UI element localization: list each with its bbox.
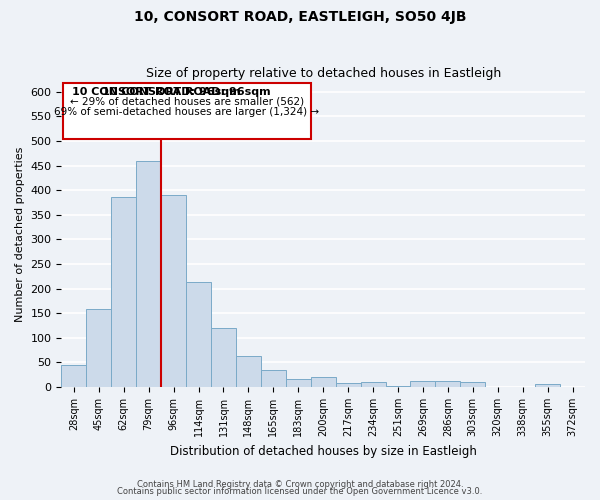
Bar (111, 196, 136, 387)
Y-axis label: Number of detached properties: Number of detached properties (15, 147, 25, 322)
Text: 10 CONSORT ROAD: 96sqm: 10 CONSORT ROAD: 96sqm (72, 86, 241, 97)
Bar (261, 370, 286, 387)
Bar (335, 383, 361, 387)
Bar (186, 282, 211, 387)
Text: Contains HM Land Registry data © Crown copyright and database right 2024.: Contains HM Land Registry data © Crown c… (137, 480, 463, 489)
Text: ← 29% of detached houses are smaller (562): ← 29% of detached houses are smaller (56… (70, 97, 304, 107)
Bar (61, 365, 86, 387)
Bar (410, 381, 436, 387)
Bar (161, 195, 186, 387)
Title: Size of property relative to detached houses in Eastleigh: Size of property relative to detached ho… (146, 66, 501, 80)
Bar (386, 386, 410, 387)
Text: 69% of semi-detached houses are larger (1,324) →: 69% of semi-detached houses are larger (… (54, 106, 319, 117)
Bar (535, 384, 560, 387)
Bar (86, 310, 111, 387)
Bar (136, 161, 161, 387)
Bar (286, 378, 311, 387)
Bar (211, 328, 236, 387)
Bar (311, 377, 335, 387)
Bar (236, 356, 261, 387)
Bar (361, 382, 386, 387)
Text: Contains public sector information licensed under the Open Government Licence v3: Contains public sector information licen… (118, 487, 482, 496)
Text: 10 CONSORT ROAD: 96sqm: 10 CONSORT ROAD: 96sqm (103, 87, 271, 97)
Bar (436, 381, 460, 387)
Bar (460, 382, 485, 387)
Text: 10, CONSORT ROAD, EASTLEIGH, SO50 4JB: 10, CONSORT ROAD, EASTLEIGH, SO50 4JB (134, 10, 466, 24)
FancyBboxPatch shape (62, 83, 311, 138)
X-axis label: Distribution of detached houses by size in Eastleigh: Distribution of detached houses by size … (170, 444, 476, 458)
